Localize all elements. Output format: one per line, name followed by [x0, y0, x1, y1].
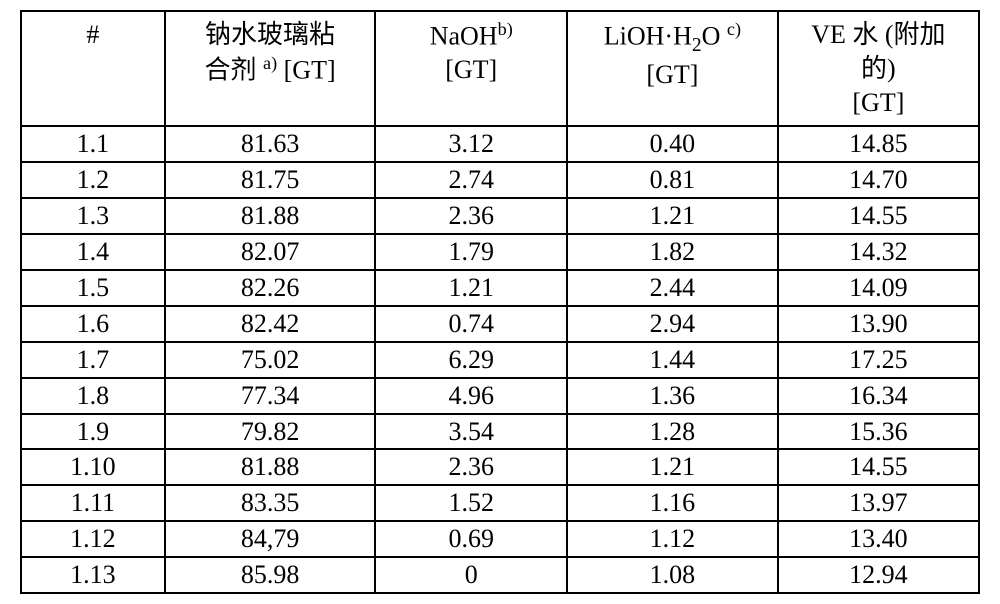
- table-row: 1.482.071.791.8214.32: [21, 234, 979, 270]
- table-row: 1.181.633.120.4014.85: [21, 126, 979, 162]
- cell-binder: 75.02: [165, 342, 376, 378]
- table-body: 1.181.633.120.4014.851.281.752.740.8114.…: [21, 126, 979, 593]
- table-row: 1.775.026.291.4417.25: [21, 342, 979, 378]
- cell-num: 1.8: [21, 378, 165, 414]
- cell-naoh: 2.36: [375, 449, 567, 485]
- cell-binder: 83.35: [165, 485, 376, 521]
- cell-num: 1.6: [21, 306, 165, 342]
- table-row: 1.682.420.742.9413.90: [21, 306, 979, 342]
- cell-num: 1.5: [21, 270, 165, 306]
- cell-lioh: 1.44: [567, 342, 778, 378]
- cell-ve: 16.34: [778, 378, 979, 414]
- cell-ve: 14.55: [778, 198, 979, 234]
- header-row: # 钠水玻璃粘合剂 a) [GT] NaOHb)[GT] LiOH·H2O c)…: [21, 11, 979, 126]
- header-num: #: [21, 11, 165, 126]
- table-row: 1.381.882.361.2114.55: [21, 198, 979, 234]
- cell-naoh: 0.74: [375, 306, 567, 342]
- cell-naoh: 3.12: [375, 126, 567, 162]
- cell-lioh: 1.08: [567, 557, 778, 593]
- table-row: 1.877.344.961.3616.34: [21, 378, 979, 414]
- header-lioh: LiOH·H2O c)[GT]: [567, 11, 778, 126]
- cell-lioh: 1.28: [567, 414, 778, 450]
- cell-lioh: 2.44: [567, 270, 778, 306]
- cell-binder: 82.07: [165, 234, 376, 270]
- cell-num: 1.9: [21, 414, 165, 450]
- cell-binder: 84,79: [165, 521, 376, 557]
- cell-lioh: 1.36: [567, 378, 778, 414]
- cell-ve: 17.25: [778, 342, 979, 378]
- cell-naoh: 0.69: [375, 521, 567, 557]
- header-naoh: NaOHb)[GT]: [375, 11, 567, 126]
- cell-num: 1.3: [21, 198, 165, 234]
- cell-num: 1.10: [21, 449, 165, 485]
- header-ve: VE 水 (附加的)[GT]: [778, 11, 979, 126]
- cell-binder: 77.34: [165, 378, 376, 414]
- cell-naoh: 0: [375, 557, 567, 593]
- header-binder: 钠水玻璃粘合剂 a) [GT]: [165, 11, 376, 126]
- cell-binder: 82.26: [165, 270, 376, 306]
- cell-num: 1.2: [21, 162, 165, 198]
- cell-num: 1.1: [21, 126, 165, 162]
- table-row: 1.281.752.740.8114.70: [21, 162, 979, 198]
- cell-num: 1.12: [21, 521, 165, 557]
- cell-naoh: 3.54: [375, 414, 567, 450]
- cell-lioh: 1.12: [567, 521, 778, 557]
- data-table: # 钠水玻璃粘合剂 a) [GT] NaOHb)[GT] LiOH·H2O c)…: [20, 10, 980, 594]
- cell-naoh: 2.74: [375, 162, 567, 198]
- cell-binder: 79.82: [165, 414, 376, 450]
- cell-naoh: 1.79: [375, 234, 567, 270]
- table-row: 1.1284,790.691.1213.40: [21, 521, 979, 557]
- cell-ve: 14.32: [778, 234, 979, 270]
- cell-ve: 13.97: [778, 485, 979, 521]
- cell-binder: 81.75: [165, 162, 376, 198]
- cell-naoh: 1.52: [375, 485, 567, 521]
- cell-ve: 14.55: [778, 449, 979, 485]
- cell-ve: 14.70: [778, 162, 979, 198]
- cell-ve: 14.85: [778, 126, 979, 162]
- table-row: 1.1385.9801.0812.94: [21, 557, 979, 593]
- cell-ve: 13.90: [778, 306, 979, 342]
- cell-naoh: 1.21: [375, 270, 567, 306]
- cell-lioh: 1.21: [567, 198, 778, 234]
- cell-ve: 14.09: [778, 270, 979, 306]
- cell-lioh: 0.81: [567, 162, 778, 198]
- cell-binder: 85.98: [165, 557, 376, 593]
- cell-lioh: 2.94: [567, 306, 778, 342]
- cell-num: 1.11: [21, 485, 165, 521]
- cell-binder: 81.88: [165, 198, 376, 234]
- cell-naoh: 6.29: [375, 342, 567, 378]
- cell-naoh: 4.96: [375, 378, 567, 414]
- cell-lioh: 0.40: [567, 126, 778, 162]
- table-row: 1.1081.882.361.2114.55: [21, 449, 979, 485]
- cell-binder: 81.88: [165, 449, 376, 485]
- cell-naoh: 2.36: [375, 198, 567, 234]
- table-row: 1.1183.351.521.1613.97: [21, 485, 979, 521]
- cell-num: 1.13: [21, 557, 165, 593]
- cell-ve: 15.36: [778, 414, 979, 450]
- cell-binder: 81.63: [165, 126, 376, 162]
- cell-lioh: 1.82: [567, 234, 778, 270]
- table-row: 1.979.823.541.2815.36: [21, 414, 979, 450]
- cell-lioh: 1.16: [567, 485, 778, 521]
- cell-ve: 12.94: [778, 557, 979, 593]
- cell-ve: 13.40: [778, 521, 979, 557]
- cell-num: 1.7: [21, 342, 165, 378]
- cell-lioh: 1.21: [567, 449, 778, 485]
- cell-binder: 82.42: [165, 306, 376, 342]
- table-row: 1.582.261.212.4414.09: [21, 270, 979, 306]
- cell-num: 1.4: [21, 234, 165, 270]
